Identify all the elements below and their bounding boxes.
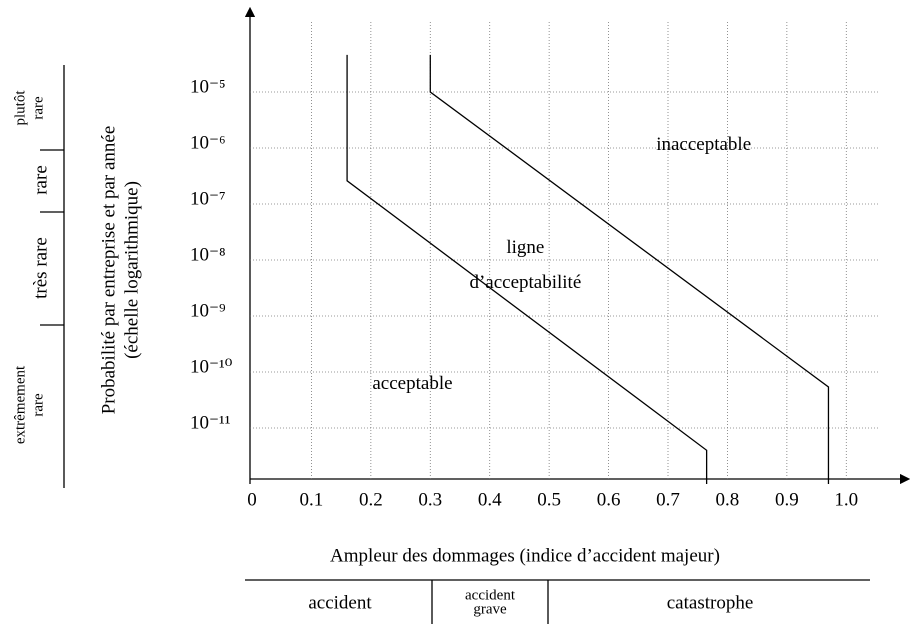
- y-tick-label: 10⁻¹¹: [190, 412, 231, 433]
- frequency-band-label: très rare: [30, 237, 51, 299]
- line: [346, 54, 708, 484]
- x-tick-label: 0.6: [597, 489, 621, 510]
- damage-band-label: catastrophe: [667, 592, 754, 613]
- annotation: ligne: [506, 237, 544, 258]
- x-tick-label: 1.0: [834, 489, 858, 510]
- x-tick-label: 0.5: [537, 489, 561, 510]
- damage-band-label: accident: [308, 592, 372, 613]
- x-axis-label: Ampleur des dommages (indice d’accident …: [330, 545, 720, 566]
- frequency-band-label: rare: [30, 165, 51, 195]
- x-tick-label: 0.4: [478, 489, 502, 510]
- annotation: inacceptable: [656, 134, 751, 155]
- y-axis-label: (échelle logarithmique): [121, 181, 142, 359]
- x-tick-label: 0.3: [418, 489, 442, 510]
- annotation: acceptable: [372, 373, 452, 394]
- line: [429, 54, 830, 484]
- x-tick-label: 0.9: [775, 489, 799, 510]
- y-tick-label: 10⁻⁸: [190, 244, 226, 265]
- frequency-band-label: rare: [30, 96, 46, 120]
- x-tick-label: 0.7: [656, 489, 680, 510]
- damage-band-label: grave: [473, 601, 507, 617]
- damage-band-label: accident: [465, 587, 516, 603]
- frequency-band-label: extrêmement: [12, 365, 28, 444]
- y-tick-label: 10⁻⁹: [190, 300, 226, 321]
- y-tick-label: 10⁻⁶: [190, 132, 226, 153]
- frequency-band-label: rare: [30, 393, 46, 417]
- y-tick-label: 10⁻¹⁰: [190, 356, 233, 377]
- y-axis-label: Probabilité par entreprise et par année: [98, 126, 119, 415]
- x-tick-label: 0.2: [359, 489, 383, 510]
- x-tick-label: 0.1: [300, 489, 324, 510]
- y-tick-label: 10⁻⁵: [190, 76, 226, 97]
- x-tick-label: 0: [247, 489, 257, 510]
- x-tick-label: 0.8: [716, 489, 740, 510]
- y-tick-label: 10⁻⁷: [190, 188, 226, 209]
- frequency-band-label: plutôt: [12, 90, 28, 126]
- annotation: d’acceptabilité: [469, 272, 581, 293]
